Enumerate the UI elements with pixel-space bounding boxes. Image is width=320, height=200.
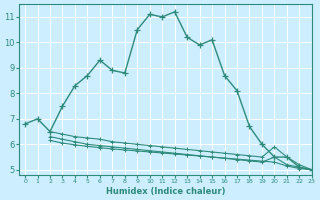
X-axis label: Humidex (Indice chaleur): Humidex (Indice chaleur) [106,187,225,196]
